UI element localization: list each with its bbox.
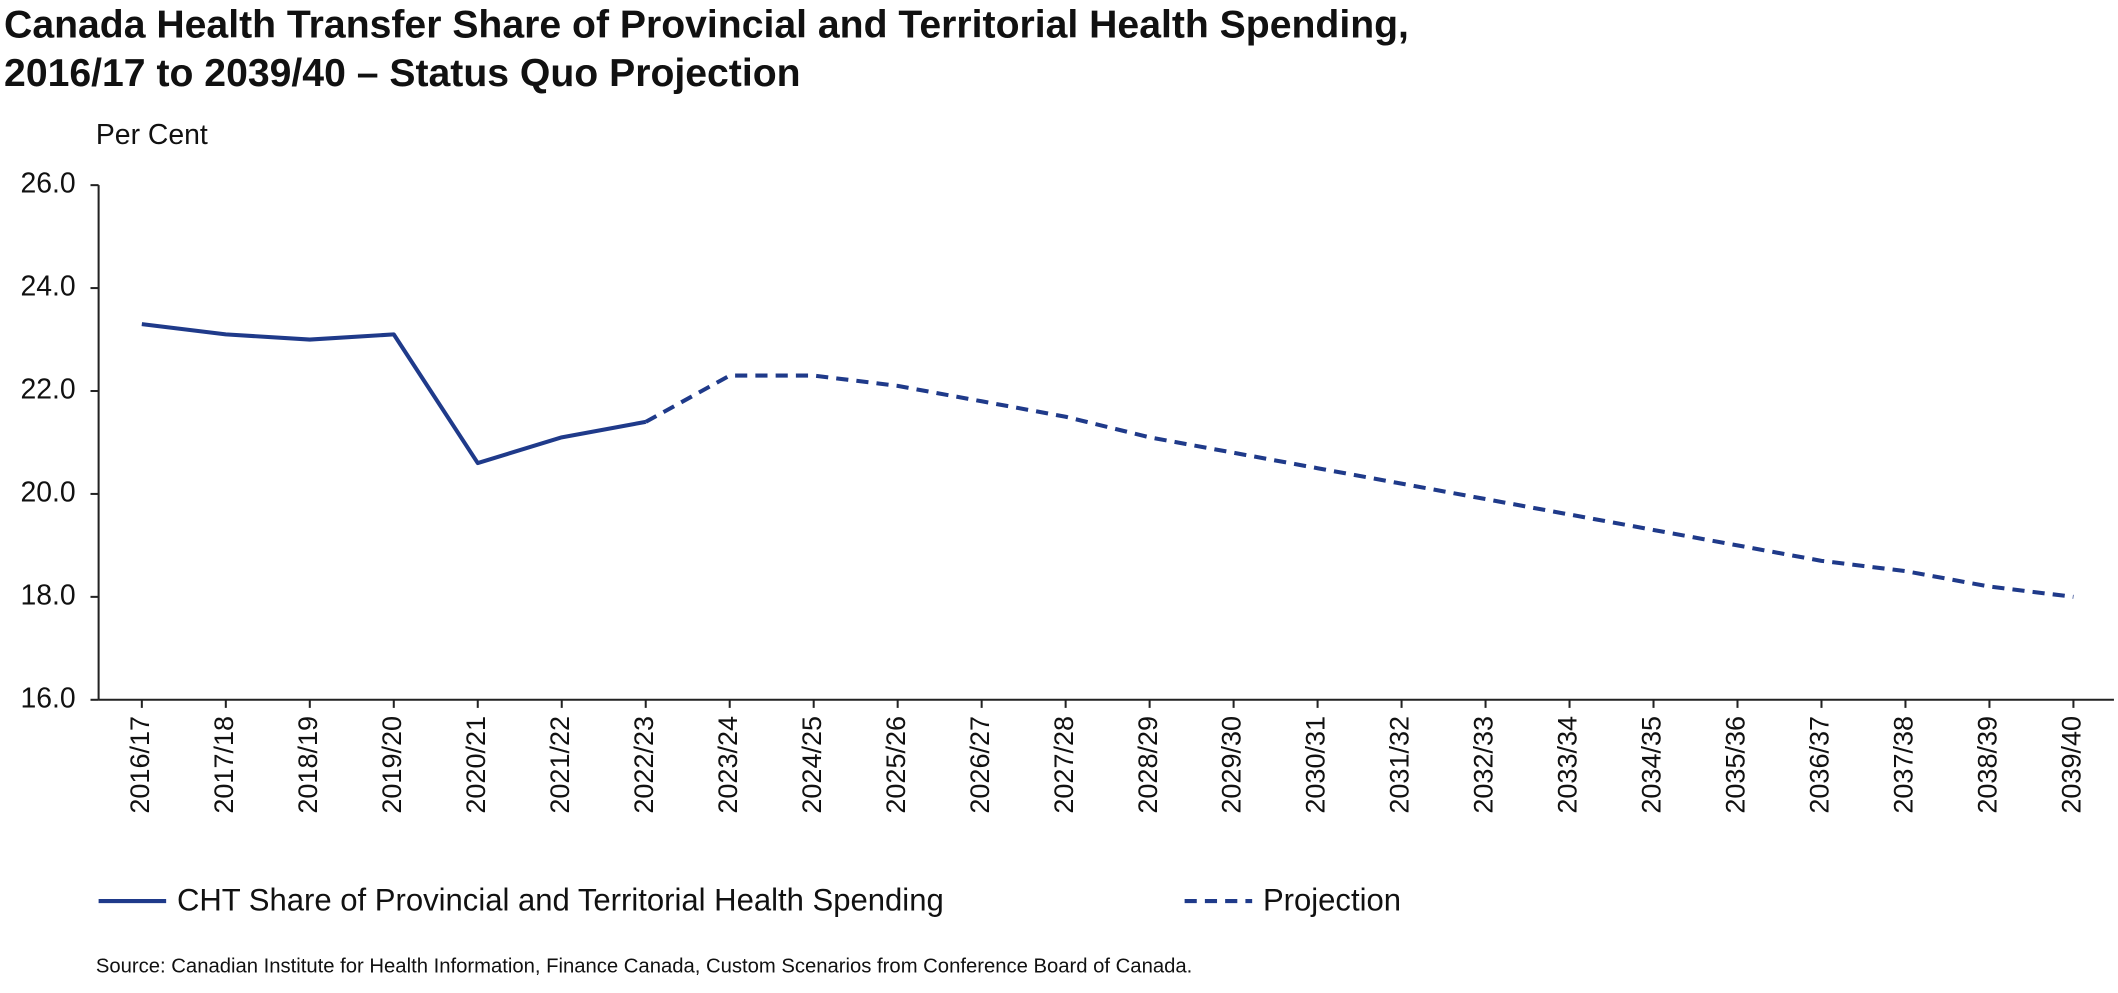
x-tick-label: 2035/36 [1721,716,1751,814]
y-tick-label: 16.0 [20,682,75,714]
x-tick-label: 2034/35 [1637,716,1667,814]
series-line [644,373,2074,599]
x-tick-label: 2019/20 [377,716,407,814]
chart-title: Canada Health Transfer Share of Provinci… [4,3,1409,46]
chart-title: 2016/17 to 2039/40 – Status Quo Projecti… [4,52,801,95]
y-axis-label: Per Cent [96,119,208,151]
source: Source: Canadian Institute for Health In… [96,956,1192,978]
x-tick-label: 2037/38 [1889,716,1919,814]
y-tick-label: 20.0 [20,476,75,508]
series-line [141,322,647,466]
x-tick-label: 2021/22 [545,716,575,814]
x-tick-label: 2022/23 [629,716,659,814]
x-tick-label: 2036/37 [1805,716,1835,814]
x-tick-label: 2031/32 [1385,716,1415,814]
x-tick-label: 2025/26 [881,716,911,814]
x-tick-label: 2020/21 [461,716,491,814]
legend-label: Projection [1263,883,1401,918]
x-tick-label: 2027/28 [1049,716,1079,814]
x-tick-label: 2026/27 [965,716,995,814]
y-tick-label: 26.0 [20,168,75,200]
x-tick-label: 2033/34 [1553,716,1583,814]
x-tick-label: 2023/24 [713,716,743,814]
x-tick-label: 2039/40 [2057,716,2087,814]
x-tick-label: 2038/39 [1973,716,2003,814]
x-tick-label: 2032/33 [1469,716,1499,814]
y-tick-label: 24.0 [20,271,75,303]
x-tick-label: 2028/29 [1133,716,1163,814]
y-tick-label: 18.0 [20,579,75,611]
legend-label: CHT Share of Provincial and Territorial … [177,883,944,918]
x-tick-label: 2024/25 [797,716,827,814]
y-tick-label: 22.0 [20,373,75,405]
x-tick-label: 2030/31 [1301,716,1331,814]
x-tick-label: 2017/18 [209,716,239,814]
x-tick-label: 2029/30 [1217,716,1247,814]
x-tick-label: 2018/19 [293,716,323,814]
x-tick-label: 2016/17 [125,716,155,814]
